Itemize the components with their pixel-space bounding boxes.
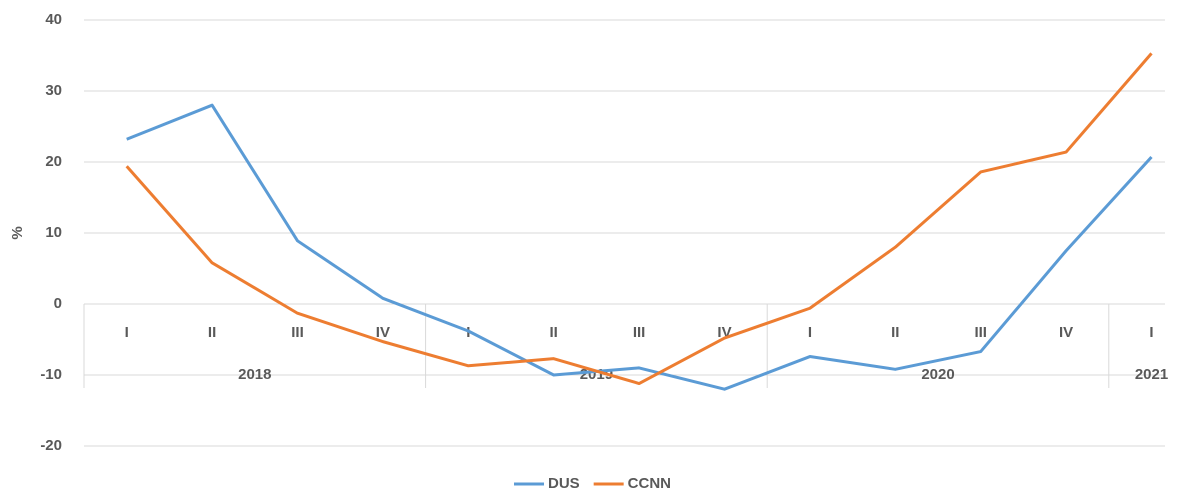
series-line — [126, 103, 1153, 391]
legend-label: CCNN — [628, 475, 671, 490]
x-tick-label: III — [291, 324, 304, 341]
legend-label: DUS — [548, 475, 580, 490]
x-tick-label: IV — [376, 324, 390, 341]
series-line — [125, 52, 1153, 386]
y-tick-label: -10 — [40, 366, 62, 383]
x-tick-label: III — [974, 324, 987, 341]
group-label: 2020 — [921, 366, 954, 383]
x-tick-label: II — [891, 324, 899, 341]
group-label: 2018 — [238, 366, 271, 383]
y-axis-label: % — [9, 226, 26, 239]
x-tick-label: I — [1149, 324, 1153, 341]
x-tick-label: III — [633, 324, 646, 341]
x-tick-label: I — [808, 324, 812, 341]
x-tick-label: I — [125, 324, 129, 341]
group-label: 2021 — [1135, 366, 1168, 383]
y-tick-label: 0 — [54, 295, 62, 312]
y-tick-label: 40 — [45, 11, 62, 28]
y-tick-label: 20 — [45, 153, 62, 170]
y-tick-label: -20 — [40, 437, 62, 454]
x-tick-label: IV — [1059, 324, 1073, 341]
y-tick-label: 30 — [45, 82, 62, 99]
x-tick-label: II — [550, 324, 558, 341]
y-tick-label: 10 — [45, 224, 62, 241]
x-tick-label: II — [208, 324, 216, 341]
